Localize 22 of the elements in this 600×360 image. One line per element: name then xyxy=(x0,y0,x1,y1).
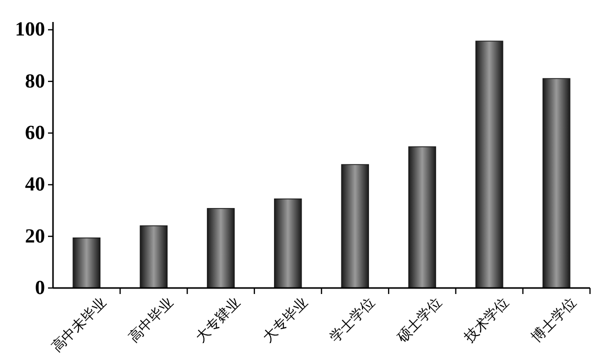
y-tick-label: 80 xyxy=(25,70,45,92)
x-tick-label: 大专肄业 xyxy=(192,294,244,346)
bar xyxy=(341,164,369,288)
y-tick-label: 100 xyxy=(15,18,45,41)
bar xyxy=(140,225,168,288)
x-tick-label: 学士学位 xyxy=(327,294,378,346)
y-tick-label: 40 xyxy=(25,174,45,196)
x-tick-label: 大专毕业 xyxy=(260,294,311,346)
bar xyxy=(542,78,570,288)
y-tick-label: 0 xyxy=(35,277,45,299)
x-tick-label: 硕士学位 xyxy=(394,294,446,346)
x-tick-label: 技术学位 xyxy=(460,294,512,346)
bar xyxy=(475,40,504,288)
bar xyxy=(72,238,100,288)
x-tick-label: 高中未毕业 xyxy=(48,294,110,356)
x-tick-label: 高中毕业 xyxy=(126,294,177,346)
bar xyxy=(274,198,302,288)
bar xyxy=(408,146,436,288)
y-tick-label: 20 xyxy=(25,225,45,248)
y-tick-label: 60 xyxy=(25,122,45,144)
x-tick-label: 博士学位 xyxy=(528,294,580,346)
bar xyxy=(206,208,235,288)
